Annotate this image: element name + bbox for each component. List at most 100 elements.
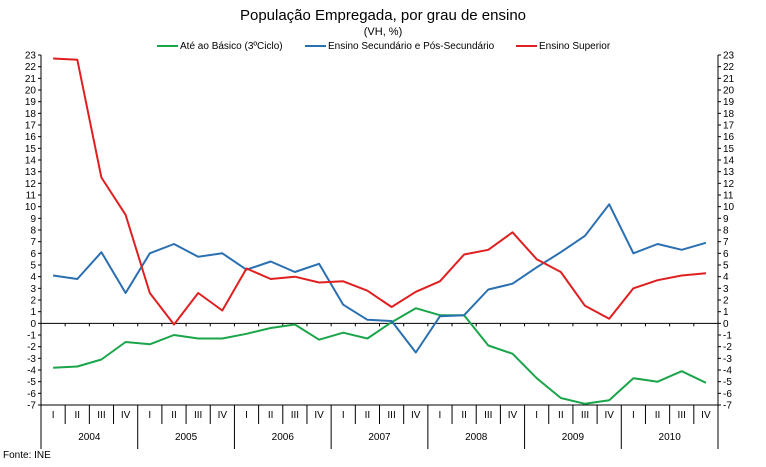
y-tick-label-left: 0 xyxy=(30,319,36,330)
y-tick-label-right: 23 xyxy=(723,51,735,62)
y-tick-label-right: 8 xyxy=(723,226,729,237)
y-tick-label-left: 15 xyxy=(25,144,37,155)
x-tick-label-quarter: II xyxy=(268,410,274,421)
series-lines xyxy=(52,57,707,405)
x-tick-label-quarter: IV xyxy=(218,410,228,421)
x-tick-label-quarter: II xyxy=(365,410,371,421)
y-tick-label-right: -7 xyxy=(723,401,732,412)
x-axis: I II III IV I II III IV I II III IV I II III IV I II III IV… xyxy=(40,404,719,449)
y-tick-label-right: 3 xyxy=(723,284,729,295)
y-tick-label-left: 16 xyxy=(25,132,37,143)
y-tick-label-right: 11 xyxy=(723,191,734,202)
series-line xyxy=(53,307,707,405)
y-tick-label-right: -4 xyxy=(723,366,732,377)
x-tick-label-quarter: III xyxy=(678,410,686,421)
x-tick-label-quarter: III xyxy=(581,410,589,421)
y-tick-label-right: 21 xyxy=(723,74,735,85)
legend: Até ao Básico (3ºCiclo) Ensino Secundário… xyxy=(157,41,611,52)
axes: -7 -7-6 -6-5 -5-4 -4-3 -3-2 -2-1 -10 01 12 23 34 45 5… xyxy=(25,51,735,449)
y-tick-label-left: 22 xyxy=(25,62,37,73)
y-tick-label-right: 6 xyxy=(723,249,729,260)
y-tick-label-left: 18 xyxy=(25,109,37,120)
y-tick-label-left: 19 xyxy=(25,97,37,108)
y-tick-label-right: 1 xyxy=(723,307,729,318)
legend-label: Ensino Secundário e Pós-Secundário xyxy=(328,41,495,52)
y-tick-label-right: 13 xyxy=(723,167,735,178)
x-tick-label-quarter: III xyxy=(194,410,202,421)
x-tick-label-quarter: III xyxy=(291,410,299,421)
x-tick-label-year: 2010 xyxy=(659,432,682,443)
legend-label: Até ao Básico (3ºCiclo) xyxy=(180,41,283,52)
x-tick-label-quarter: IV xyxy=(508,410,518,421)
x-tick-label-quarter: II xyxy=(558,410,564,421)
x-tick-label-quarter: I xyxy=(342,410,345,421)
x-tick-label-quarter: I xyxy=(439,410,442,421)
y-tick-label-left: 8 xyxy=(30,226,36,237)
y-tick-label-left: -1 xyxy=(27,331,36,342)
x-tick-label-quarter: IV xyxy=(604,410,614,421)
x-tick-label-year: 2008 xyxy=(465,432,488,443)
x-tick-label-quarter: II xyxy=(461,410,467,421)
y-tick-label-right: 14 xyxy=(723,156,735,167)
chart-subtitle: (VH, %) xyxy=(364,26,403,38)
y-tick-label-right: -6 xyxy=(723,389,732,400)
x-tick-label-quarter: IV xyxy=(314,410,324,421)
y-tick-label-right: 9 xyxy=(723,214,729,225)
y-tick-label-right: 20 xyxy=(723,86,735,97)
y-tick-label-left: -2 xyxy=(27,342,36,353)
x-tick-label-quarter: II xyxy=(655,410,661,421)
x-tick-label-year: 2006 xyxy=(272,432,295,443)
source-note: Fonte: INE xyxy=(3,450,51,461)
y-tick-label-right: 16 xyxy=(723,132,735,143)
x-tick-label-quarter: I xyxy=(148,410,151,421)
y-tick-label-left: -5 xyxy=(27,377,36,388)
y-tick-label-right: 5 xyxy=(723,261,729,272)
y-tick-label-left: -7 xyxy=(27,401,36,412)
y-tick-label-left: -4 xyxy=(27,366,36,377)
y-tick-label-right: -5 xyxy=(723,377,732,388)
y-tick-label-left: 10 xyxy=(25,202,37,213)
x-tick-label-year: 2007 xyxy=(368,432,391,443)
x-tick-label-year: 2005 xyxy=(175,432,198,443)
y-tick-label-left: 12 xyxy=(25,179,37,190)
y-tick-label-left: 4 xyxy=(30,272,36,283)
y-tick-label-right: 2 xyxy=(723,296,729,307)
y-tick-label-left: 6 xyxy=(30,249,36,260)
y-tick-label-left: 20 xyxy=(25,86,37,97)
series-line xyxy=(52,203,707,354)
y-tick-label-left: 9 xyxy=(30,214,36,225)
x-tick-label-quarter: IV xyxy=(701,410,711,421)
y-tick-label-right: 18 xyxy=(723,109,735,120)
series-line xyxy=(53,57,706,326)
y-tick-label-right: 17 xyxy=(723,121,735,132)
y-tick-label-right: 10 xyxy=(723,202,735,213)
y-tick-label-right: -1 xyxy=(723,331,732,342)
y-tick-label-left: 1 xyxy=(30,307,36,318)
y-tick-label-left: -6 xyxy=(27,389,36,400)
y-tick-label-right: 12 xyxy=(723,179,735,190)
y-tick-label-right: -2 xyxy=(723,342,732,353)
y-tick-label-left: 7 xyxy=(30,237,36,248)
x-tick-label-quarter: I xyxy=(52,410,55,421)
y-tick-label-left: 13 xyxy=(25,167,37,178)
y-tick-label-right: 19 xyxy=(723,97,735,108)
y-tick-label-left: 14 xyxy=(25,156,37,167)
y-tick-label-left: 23 xyxy=(25,51,37,62)
x-tick-label-quarter: III xyxy=(484,410,492,421)
y-tick-label-left: 3 xyxy=(30,284,36,295)
y-tick-label-left: -3 xyxy=(27,354,36,365)
x-tick-label-quarter: II xyxy=(171,410,177,421)
x-tick-label-quarter: I xyxy=(632,410,635,421)
y-tick-label-left: 5 xyxy=(30,261,36,272)
y-tick-label-left: 21 xyxy=(25,74,37,85)
legend-label: Ensino Superior xyxy=(539,41,611,52)
x-tick-label-quarter: III xyxy=(97,410,105,421)
y-tick-label-right: 7 xyxy=(723,237,729,248)
x-tick-label-quarter: IV xyxy=(411,410,421,421)
y-tick-label-left: 17 xyxy=(25,121,37,132)
x-tick-label-quarter: II xyxy=(74,410,80,421)
y-tick-label-right: 22 xyxy=(723,62,735,73)
y-tick-label-right: -3 xyxy=(723,354,732,365)
x-tick-label-quarter: IV xyxy=(121,410,131,421)
